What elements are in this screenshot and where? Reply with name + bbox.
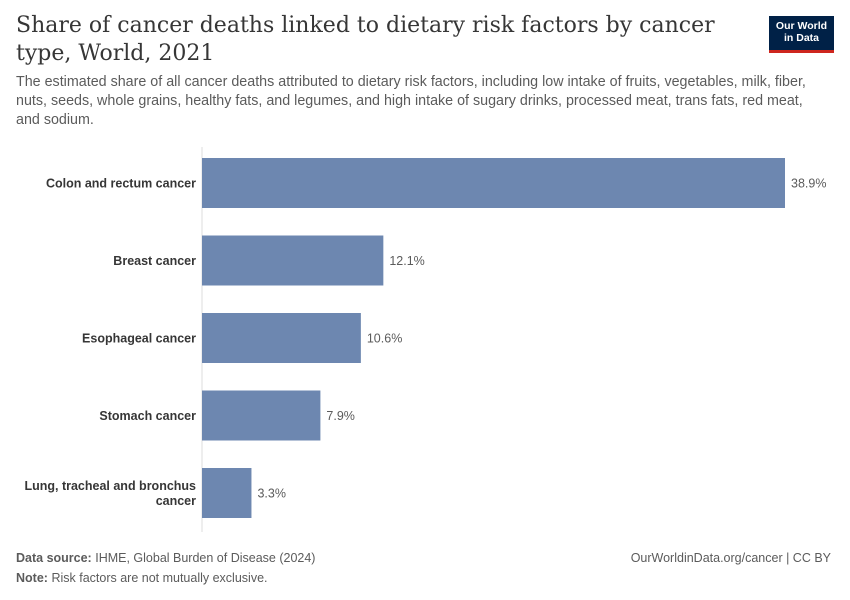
logo-line-2: in Data — [783, 32, 819, 44]
chart-title: Share of cancer deaths linked to dietary… — [16, 13, 715, 66]
value-label: 12.1% — [389, 254, 424, 268]
chart-note: Note: Risk factors are not mutually excl… — [16, 568, 315, 588]
data-source-label: Data source: — [16, 551, 92, 565]
category-label: Lung, tracheal and bronchus cancer — [24, 479, 196, 508]
bar[interactable] — [202, 235, 384, 286]
category-label: Esophageal cancer — [82, 332, 196, 346]
logo-accent-bar — [769, 50, 834, 53]
owid-logo[interactable]: Our World in Data — [769, 16, 834, 52]
bar[interactable] — [202, 390, 321, 441]
note-label: Note: — [16, 571, 48, 585]
bar-chart: Colon and rectum cancer 38.9% Breast cance… — [24, 147, 826, 532]
bar[interactable] — [202, 158, 785, 208]
bar[interactable] — [202, 313, 361, 363]
value-label: 38.9% — [791, 177, 826, 191]
category-label: Stomach cancer — [99, 409, 196, 423]
url-license-link[interactable]: OurWorldinData.org/cancer | CC BY — [630, 551, 831, 565]
value-label: 7.9% — [326, 409, 355, 423]
value-label: 3.3% — [257, 487, 286, 501]
logo-line-1: Our World — [775, 20, 828, 32]
category-label: Colon and rectum cancer — [46, 177, 196, 191]
chart-footer-notes: Data source: IHME, Global Burden of Dise… — [16, 548, 315, 588]
value-label: 10.6% — [367, 332, 402, 346]
bar[interactable] — [202, 468, 252, 518]
note-text: Risk factors are not mutually exclusive. — [51, 571, 268, 585]
data-source-link[interactable]: IHME, Global Burden of Disease (2024) — [95, 551, 316, 565]
chart-subtitle: The estimated share of all cancer deaths… — [16, 74, 806, 128]
data-source: Data source: IHME, Global Burden of Dise… — [16, 548, 315, 568]
category-label: Breast cancer — [113, 254, 196, 268]
